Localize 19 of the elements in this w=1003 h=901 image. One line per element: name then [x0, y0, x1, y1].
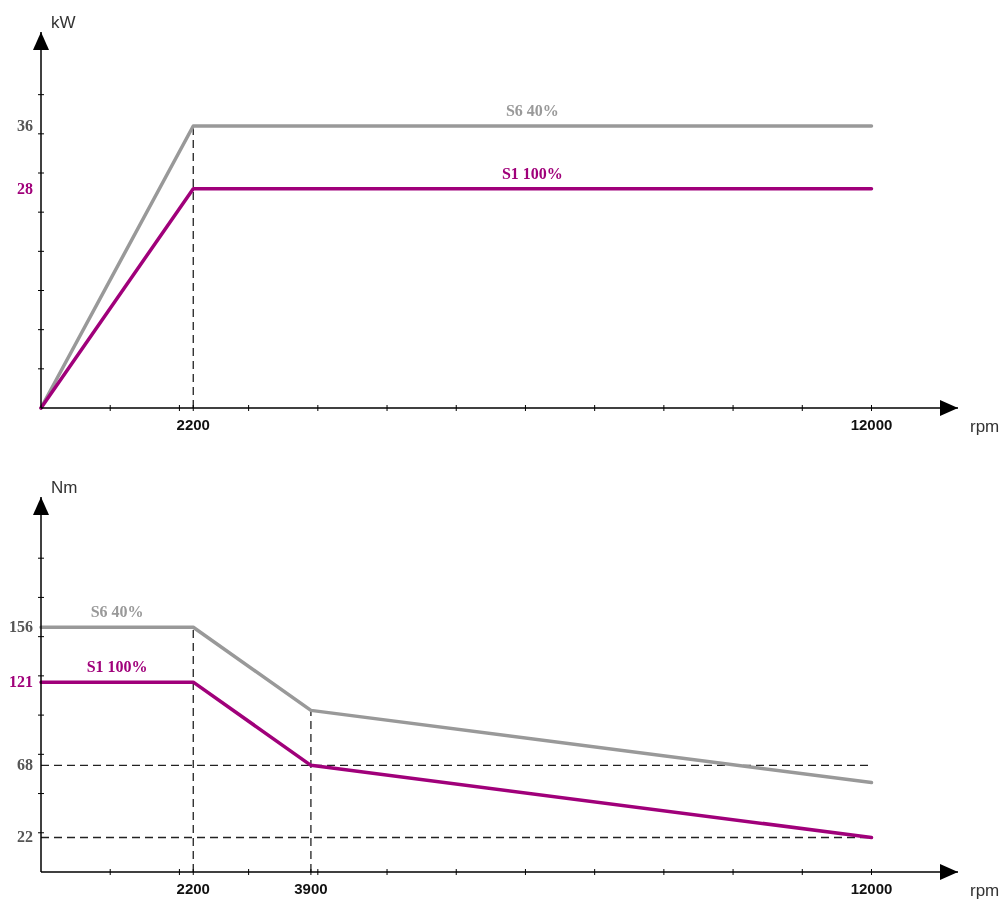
x-tick-label: 12000 [850, 416, 893, 433]
x-axis-title: rpm [970, 881, 1000, 900]
y-tick-label: 28 [17, 179, 33, 197]
y-tick-label: 36 [17, 117, 33, 134]
y-axis-title: Nm [51, 478, 78, 497]
y-tick-label: 22 [17, 828, 33, 846]
x-tick-label: 2200 [176, 416, 210, 433]
y-tick-label: 121 [9, 673, 33, 691]
x-tick-label: 3900 [294, 880, 328, 897]
series-label: S1 100% [86, 658, 148, 676]
x-tick-label: 12000 [850, 880, 893, 897]
series-label: S1 100% [501, 164, 563, 182]
y-tick-label: 156 [9, 618, 33, 636]
series-label: S6 40% [505, 102, 559, 119]
x-tick-label: 2200 [176, 880, 210, 897]
series-label: S6 40% [90, 603, 144, 621]
y-axis-title: kW [51, 13, 76, 32]
x-axis-title: rpm [970, 417, 1000, 436]
y-tick-label: 68 [17, 756, 33, 774]
